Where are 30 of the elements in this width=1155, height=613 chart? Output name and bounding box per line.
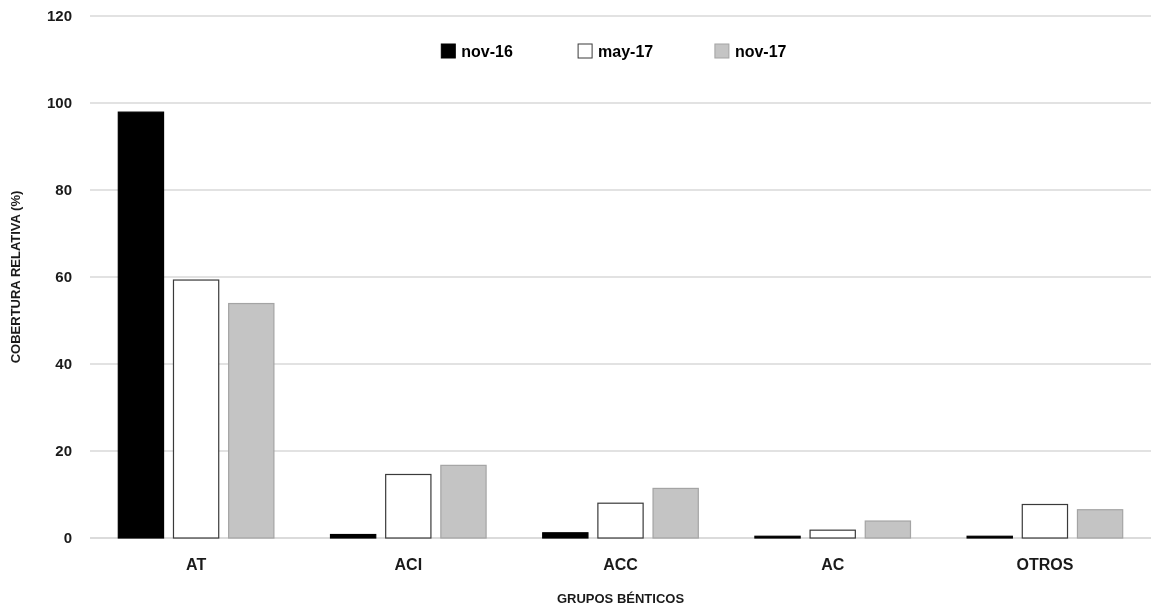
- y-tick-label: 80: [55, 181, 72, 199]
- bar: [1076, 509, 1124, 539]
- bar: [864, 520, 912, 539]
- y-axis-title: COBERTURA RELATIVA (%): [8, 190, 23, 364]
- x-tick-label: AC: [821, 555, 845, 573]
- y-tick-label: 60: [55, 268, 72, 286]
- legend-label: may-17: [598, 42, 654, 60]
- bar: [385, 473, 432, 539]
- x-axis-title: GRUPOS BÉNTICOS: [556, 591, 685, 606]
- x-tick-label: AT: [186, 555, 207, 573]
- bar: [542, 532, 589, 539]
- bar: [597, 502, 644, 539]
- y-tick-label: 0: [63, 529, 72, 547]
- bar: [1021, 503, 1069, 539]
- bar: [172, 279, 220, 539]
- x-tick-label: ACI: [394, 555, 423, 573]
- y-tick-label: 20: [55, 442, 72, 460]
- x-tick-label: OTROS: [1016, 555, 1074, 573]
- bar: [117, 111, 165, 539]
- bar: [228, 302, 275, 539]
- y-tick-label: 40: [55, 355, 72, 373]
- bar: [652, 487, 699, 539]
- x-tick-label: ACC: [603, 555, 639, 573]
- y-tick-label: 100: [46, 94, 72, 112]
- bar: [809, 529, 856, 539]
- bar: [440, 464, 487, 539]
- legend-label: nov-16: [461, 42, 513, 60]
- legend-label: nov-17: [734, 42, 787, 60]
- y-tick-label: 120: [46, 7, 72, 25]
- bar: [329, 533, 377, 539]
